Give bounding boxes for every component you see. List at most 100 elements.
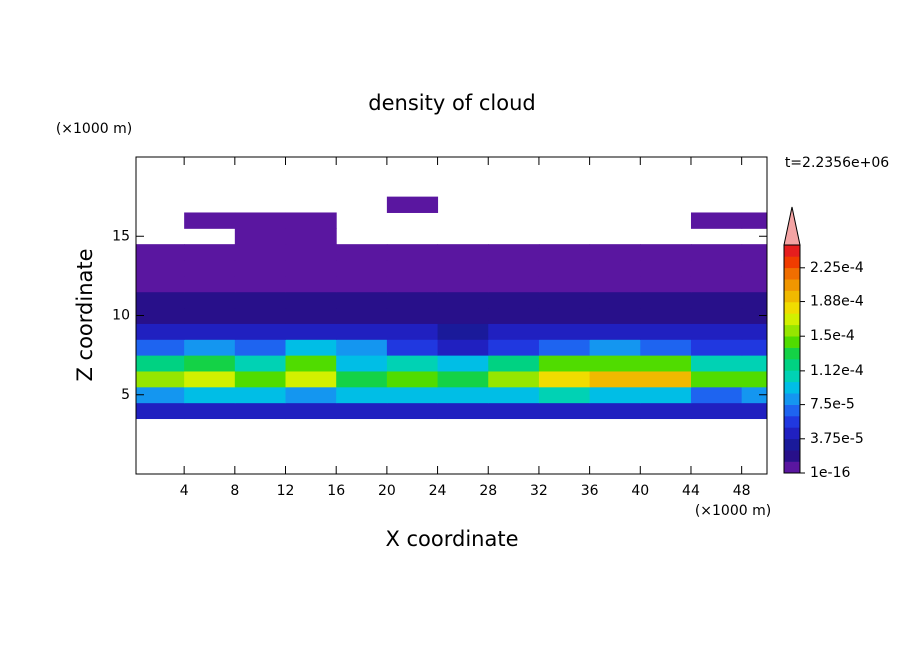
field (136, 196, 767, 420)
x-tick-label: 44 (682, 483, 700, 499)
field-cell (640, 355, 692, 372)
colorbar-band (784, 279, 800, 291)
field-cell (184, 323, 236, 340)
field-cell (285, 212, 337, 229)
field-cell (285, 339, 337, 356)
field-cell (285, 260, 337, 277)
field-cell (437, 275, 489, 293)
y-tick-label: 15 (112, 228, 130, 244)
field-cell (640, 323, 692, 340)
field-cell (538, 244, 591, 261)
field-cell (184, 370, 236, 388)
field-cell (386, 275, 439, 293)
colorbar-band (784, 370, 800, 383)
field-cell (234, 291, 287, 309)
field-cell (136, 291, 185, 309)
field-cell (386, 323, 439, 340)
colorbar-label: 7.5e-5 (810, 397, 855, 413)
field-cell (741, 291, 767, 309)
field-cell (234, 260, 287, 277)
field-cell (234, 323, 287, 340)
field-cell (336, 339, 388, 356)
y-axis-label: Z coordinate (73, 248, 97, 381)
field-cell (538, 291, 591, 309)
field-cell (488, 339, 540, 356)
x-tick-label: 36 (581, 483, 599, 499)
field-cell (589, 307, 641, 324)
field-cell (437, 355, 489, 372)
x-tick-label: 4 (180, 483, 189, 499)
colorbar-band (784, 267, 800, 280)
colorbar-band (784, 461, 800, 474)
colorbar-band (784, 256, 800, 269)
field-cell (538, 386, 591, 404)
colorbar-band (784, 427, 800, 440)
colorbar-band (784, 324, 800, 337)
field-cell (741, 212, 767, 229)
field-cell (741, 370, 767, 388)
field-cell (589, 291, 641, 309)
colorbar-band (784, 336, 800, 348)
field-cell (640, 244, 692, 261)
field-cell (741, 275, 767, 293)
field-cell (488, 275, 540, 293)
field-cell (184, 291, 236, 309)
field-cell (589, 323, 641, 340)
field-cell (285, 228, 337, 245)
y-tick-label: 5 (121, 387, 130, 403)
colorbar-label: 1e-16 (810, 465, 850, 481)
field-cell (741, 323, 767, 340)
field-cell (589, 275, 641, 293)
field-cell (538, 402, 591, 420)
field-cell (136, 275, 185, 293)
field-cell (437, 244, 489, 261)
field-cell (136, 323, 185, 340)
field-cell (690, 370, 743, 388)
x-tick-label: 32 (530, 483, 548, 499)
field-cell (336, 402, 388, 420)
field-cell (386, 386, 439, 404)
field-cell (285, 275, 337, 293)
field-cell (136, 244, 185, 261)
field-cell (234, 370, 287, 388)
y-tick-label: 10 (112, 308, 130, 324)
colorbar-band (784, 359, 800, 371)
field-cell (234, 402, 287, 420)
colorbar-band (784, 313, 800, 326)
field-cell (488, 370, 540, 388)
field-cell (690, 355, 743, 372)
field-cell (234, 228, 287, 245)
field-cell (136, 386, 185, 404)
field-cell (184, 307, 236, 324)
field-cell (336, 291, 388, 309)
colorbar-extend (783, 206, 801, 246)
field-cell (336, 244, 388, 261)
field-cell (488, 386, 540, 404)
x-axis-label: X coordinate (385, 527, 518, 551)
field-cell (690, 275, 743, 293)
colorbar-frame (783, 244, 801, 474)
chart-title: density of cloud (368, 91, 535, 115)
field-cell (640, 291, 692, 309)
field-cell (437, 402, 489, 420)
field-cell (690, 307, 743, 324)
x-tick-label: 16 (327, 483, 345, 499)
field-cell (184, 386, 236, 404)
field-cell (538, 323, 591, 340)
field-cell (589, 339, 641, 356)
field-cell (741, 244, 767, 261)
x-tick-label: 40 (631, 483, 649, 499)
field-cell (589, 355, 641, 372)
field-cell (234, 275, 287, 293)
colorbar-band (784, 450, 800, 462)
x-tick-label: 20 (378, 483, 396, 499)
field-cell (386, 307, 439, 324)
field-cell (589, 260, 641, 277)
colorbar-label: 1.12e-4 (810, 363, 864, 379)
field-cell (336, 260, 388, 277)
field-cell (488, 260, 540, 277)
field-cell (640, 307, 692, 324)
field-cell (538, 275, 591, 293)
field-cell (690, 212, 743, 229)
field-cell (437, 370, 489, 388)
